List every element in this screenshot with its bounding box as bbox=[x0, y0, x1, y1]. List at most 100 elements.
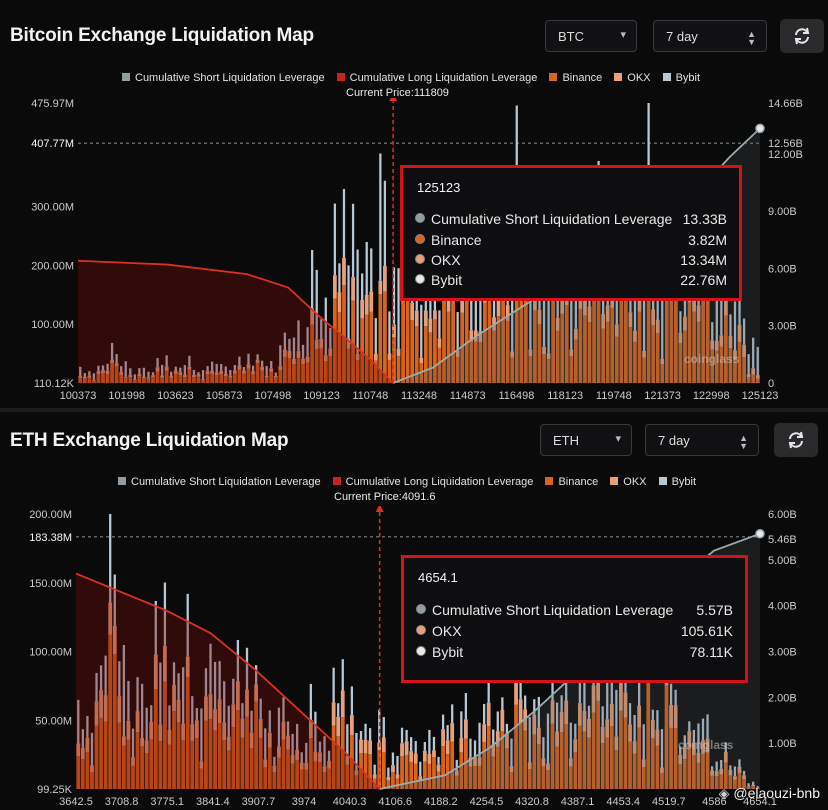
okx-bar bbox=[185, 656, 190, 677]
binance-bar bbox=[619, 710, 623, 789]
binance-bar bbox=[246, 368, 251, 383]
okx-bar bbox=[258, 718, 263, 738]
binance-bar bbox=[155, 371, 160, 383]
legend-item[interactable]: Bybit bbox=[662, 72, 700, 84]
eth-asset-select[interactable]: ETH ▾ bbox=[540, 424, 632, 456]
bybit-bar bbox=[160, 364, 164, 376]
binance-bar bbox=[337, 311, 342, 383]
okx-bar bbox=[533, 292, 537, 311]
bybit-bar bbox=[560, 695, 563, 712]
binance-bar bbox=[514, 258, 519, 383]
bybit-bar bbox=[315, 269, 318, 340]
okx-bar bbox=[609, 703, 614, 727]
legend-item[interactable]: Bybit bbox=[658, 476, 696, 488]
okx-bar bbox=[532, 714, 537, 735]
okx-bar bbox=[278, 366, 283, 371]
bybit-bar bbox=[177, 673, 180, 700]
bybit-bar bbox=[224, 366, 227, 375]
bybit-bar bbox=[236, 639, 240, 682]
tooltip-dot bbox=[416, 646, 426, 656]
binance-bar bbox=[182, 377, 187, 383]
legend-item[interactable]: Cumulative Short Liquidation Leverage bbox=[118, 476, 321, 488]
y-right-tick-label: 12.56B bbox=[768, 138, 803, 150]
eth-chart[interactable]: 200.00M 183.38M 150.00M 100.00M 50.00M 99.25K… bbox=[0, 506, 828, 806]
binance-bar bbox=[328, 356, 333, 383]
bybit-bar bbox=[329, 327, 332, 349]
binance-bar bbox=[596, 700, 600, 789]
tooltip-row-label: Binance bbox=[431, 232, 482, 248]
binance-bar bbox=[314, 349, 319, 383]
y-left-tick-label: 300.00M bbox=[31, 202, 74, 214]
legend-item[interactable]: Cumulative Long Liquidation Leverage bbox=[332, 476, 533, 488]
okx-bar bbox=[605, 305, 610, 322]
okx-bar bbox=[214, 372, 219, 376]
binance-bar bbox=[564, 305, 569, 383]
eth-period-select[interactable]: 7 day ▲ ▼ bbox=[645, 424, 759, 456]
binance-bar bbox=[573, 752, 578, 789]
eth-refresh-button[interactable] bbox=[774, 423, 818, 457]
bybit-bar bbox=[715, 761, 718, 772]
bybit-bar bbox=[733, 301, 737, 351]
btc-period-select[interactable]: 7 day ▲ ▼ bbox=[653, 20, 767, 52]
okx-bar bbox=[164, 366, 169, 371]
binance-bar bbox=[469, 341, 474, 383]
x-tick-label: 4586 bbox=[702, 796, 726, 806]
binance-bar bbox=[396, 356, 401, 383]
binance-bar bbox=[226, 750, 231, 789]
bybit-bar bbox=[324, 297, 327, 356]
binance-bar bbox=[483, 302, 487, 383]
okx-bar bbox=[172, 684, 176, 712]
x-tick-label: 121373 bbox=[644, 390, 681, 402]
binance-bar bbox=[281, 739, 286, 789]
binance-bar bbox=[378, 294, 383, 383]
bybit-bar bbox=[318, 741, 322, 753]
legend-item[interactable]: Binance bbox=[545, 476, 598, 488]
okx-bar bbox=[623, 692, 628, 718]
okx-bar bbox=[187, 366, 192, 370]
bybit-bar bbox=[456, 312, 459, 351]
okx-bar bbox=[559, 711, 564, 733]
bybit-bar bbox=[238, 356, 241, 366]
binance-bar bbox=[650, 738, 655, 789]
legend-item[interactable]: Cumulative Short Liquidation Leverage bbox=[122, 72, 325, 84]
bybit-bar bbox=[738, 759, 741, 767]
bybit-bar bbox=[251, 365, 255, 372]
eth-tooltip: 4654.1 Cumulative Short Liquidation Leve… bbox=[401, 555, 748, 683]
binance-bar bbox=[172, 711, 176, 789]
binance-bar bbox=[441, 746, 445, 789]
bybit-bar bbox=[355, 733, 358, 771]
okx-bar bbox=[505, 733, 509, 749]
binance-bar bbox=[414, 326, 419, 383]
legend-item[interactable]: Cumulative Long Liquidation Leverage bbox=[336, 72, 537, 84]
btc-refresh-button[interactable] bbox=[780, 19, 824, 53]
bybit-bar bbox=[265, 366, 268, 376]
bybit-bar bbox=[574, 297, 577, 329]
bybit-bar bbox=[77, 699, 80, 744]
binance-bar bbox=[746, 786, 751, 789]
bybit-bar bbox=[129, 368, 132, 376]
legend-item[interactable]: OKX bbox=[614, 72, 651, 84]
bybit-bar bbox=[256, 354, 259, 360]
binance-bar bbox=[687, 747, 692, 789]
bybit-bar bbox=[441, 714, 445, 730]
chevron-down-icon: ▾ bbox=[615, 433, 621, 445]
okx-bar bbox=[723, 752, 728, 763]
btc-asset-select[interactable]: BTC ▾ bbox=[545, 20, 637, 52]
binance-bar bbox=[559, 732, 564, 789]
legend-item[interactable]: Binance bbox=[549, 72, 602, 84]
binance-bar bbox=[228, 377, 233, 383]
bybit-bar bbox=[314, 711, 317, 752]
bybit-bar bbox=[104, 655, 107, 696]
eth-panel: ETH Exchange Liquidation Map ETH ▾ 7 day… bbox=[0, 412, 828, 810]
legend-item[interactable]: OKX bbox=[610, 476, 647, 488]
bybit-bar bbox=[124, 361, 127, 377]
okx-bar bbox=[123, 376, 128, 378]
binance-bar bbox=[368, 753, 372, 789]
binance-bar bbox=[308, 738, 313, 789]
binance-bar bbox=[542, 354, 546, 383]
binance-bar bbox=[701, 295, 706, 383]
binance-bar bbox=[422, 761, 427, 789]
binance-bar bbox=[719, 774, 724, 789]
binance-bar bbox=[331, 725, 336, 789]
binance-bar bbox=[123, 377, 128, 383]
